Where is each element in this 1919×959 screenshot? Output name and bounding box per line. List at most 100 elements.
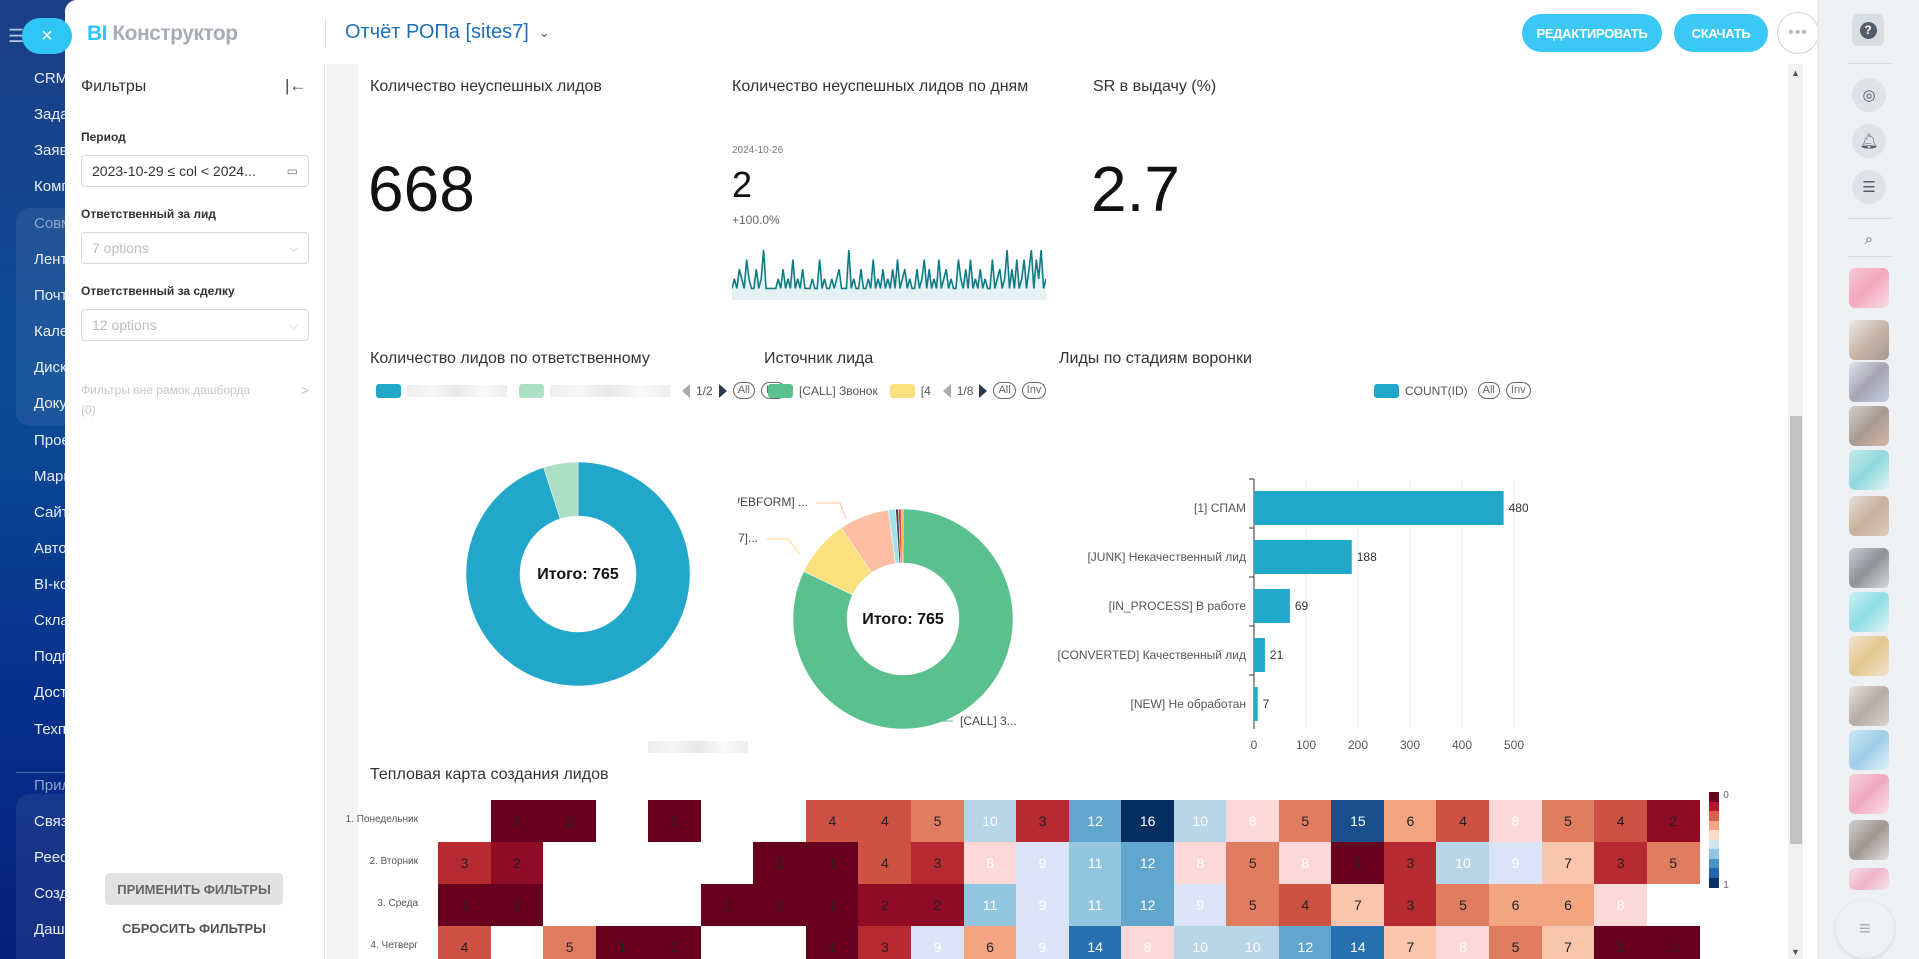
heatmap-cell[interactable]: 3 <box>1383 842 1437 885</box>
heatmap-cell[interactable]: 7 <box>1383 926 1437 959</box>
deal-owner-select[interactable]: 12 options ⌵ <box>81 309 309 341</box>
close-slider-button[interactable]: × <box>22 18 72 54</box>
heatmap-cell[interactable]: 2 <box>910 884 964 927</box>
bar[interactable] <box>1254 638 1265 672</box>
heatmap-cell[interactable]: 1 <box>805 926 859 959</box>
heatmap-cell[interactable]: 8 <box>1436 926 1490 959</box>
heatmap-cell[interactable]: 9 <box>1489 842 1543 885</box>
avatar[interactable] <box>1849 820 1889 860</box>
heatmap-cell[interactable]: 2 <box>858 884 912 927</box>
copilot-icon[interactable]: ◎ <box>1852 78 1886 112</box>
heatmap-cell[interactable]: 4 <box>1594 800 1648 843</box>
legend-swatch[interactable] <box>376 383 401 398</box>
vertical-scrollbar[interactable]: ▲ ▼ <box>1788 64 1803 959</box>
heatmap-cell[interactable]: 7 <box>1541 926 1595 959</box>
avatar[interactable] <box>1849 548 1889 588</box>
avatar[interactable] <box>1849 268 1889 308</box>
heatmap-cell[interactable]: 12 <box>1121 842 1175 885</box>
scroll-down-icon[interactable]: ▼ <box>1791 947 1800 957</box>
legend-all-button[interactable]: All <box>1477 382 1500 399</box>
heatmap-cell[interactable]: 3 <box>858 926 912 959</box>
heatmap-cell[interactable]: 1 <box>438 884 492 927</box>
legend-label[interactable]: [CALL] Звонок <box>799 383 878 398</box>
heatmap-cell[interactable] <box>1646 884 1700 927</box>
heatmap-cell[interactable]: 1 <box>1594 926 1648 959</box>
heatmap-cell[interactable] <box>595 884 649 927</box>
heatmap-cell[interactable] <box>543 884 597 927</box>
heatmap-cell[interactable]: 11 <box>1068 884 1122 927</box>
legend-swatch[interactable] <box>768 383 793 398</box>
legend-swatch[interactable] <box>889 383 915 398</box>
legend-inv-button[interactable]: Inv <box>1021 382 1047 399</box>
heatmap-cell[interactable]: 3 <box>1594 842 1648 885</box>
avatar[interactable] <box>1849 636 1889 676</box>
bar[interactable] <box>1254 491 1504 525</box>
legend-prev-icon[interactable] <box>682 383 690 398</box>
lead-owner-select[interactable]: 7 options ⌵ <box>81 232 309 264</box>
legend-inv-button[interactable]: Inv <box>1505 382 1531 399</box>
legend-prev-icon[interactable] <box>942 383 951 398</box>
heatmap-cell[interactable]: 1 <box>805 842 859 885</box>
heatmap-cell[interactable]: 8 <box>1594 884 1648 927</box>
period-input[interactable]: 2023-10-29 ≤ col < 2024... ▭ <box>81 155 309 187</box>
heatmap-cell[interactable] <box>595 800 649 843</box>
donut-slice[interactable] <box>792 508 1014 730</box>
heatmap-cell[interactable] <box>700 800 754 843</box>
scrollbar-thumb[interactable] <box>1790 416 1802 844</box>
heatmap-cell[interactable]: 10 <box>963 800 1017 843</box>
heatmap-cell[interactable]: 4 <box>438 926 492 959</box>
menu-icon[interactable]: ☰ <box>8 26 25 46</box>
legend-label-redacted[interactable] <box>550 384 670 397</box>
download-button[interactable]: СКАЧАТЬ <box>1674 14 1768 52</box>
heatmap-cell[interactable]: 8 <box>1121 926 1175 959</box>
avatar[interactable] <box>1849 496 1889 536</box>
heatmap-cell[interactable]: 9 <box>1173 884 1227 927</box>
heatmap-cell[interactable]: 5 <box>1278 800 1332 843</box>
nav-item[interactable]: CRM <box>34 70 69 87</box>
legend-label[interactable]: [4 <box>920 383 931 398</box>
heatmap-cell[interactable]: 5 <box>1226 842 1280 885</box>
avatar[interactable] <box>1849 320 1889 360</box>
more-options-button[interactable]: ••• <box>1777 12 1817 54</box>
heatmap-cell[interactable]: 1 <box>753 884 807 927</box>
heatmap-cell[interactable] <box>490 926 544 959</box>
bar[interactable] <box>1254 687 1258 721</box>
heatmap-cell[interactable]: 3 <box>910 842 964 885</box>
heatmap-cell[interactable] <box>595 842 649 885</box>
chat-icon[interactable]: ☰ <box>1852 170 1886 204</box>
avatar[interactable] <box>1849 406 1889 446</box>
heatmap-cell[interactable]: 12 <box>1068 800 1122 843</box>
heatmap-cell[interactable]: 8 <box>1278 842 1332 885</box>
heatmap-cell[interactable] <box>438 800 492 843</box>
nav-item[interactable]: Диск <box>34 359 67 376</box>
avatar[interactable] <box>1849 592 1889 632</box>
heatmap-cell[interactable]: 5 <box>1489 926 1543 959</box>
heatmap-cell[interactable]: 4 <box>858 800 912 843</box>
avatar[interactable] <box>1849 774 1889 814</box>
heatmap-cell[interactable]: 1 <box>490 884 544 927</box>
heatmap-cell[interactable]: 6 <box>1489 884 1543 927</box>
avatar[interactable] <box>1849 450 1889 490</box>
donut-slice[interactable] <box>900 508 904 564</box>
heatmap-cell[interactable]: 9 <box>1016 884 1070 927</box>
heatmap-cell[interactable]: 5 <box>543 926 597 959</box>
bar[interactable] <box>1254 589 1290 623</box>
bell-icon[interactable]: 🔔︎ <box>1852 124 1886 158</box>
help-button[interactable]: ? <box>1852 14 1884 46</box>
heatmap-cell[interactable]: 8 <box>1173 842 1227 885</box>
heatmap-cell[interactable]: 16 <box>1121 800 1175 843</box>
heatmap-cell[interactable]: 12 <box>1278 926 1332 959</box>
heatmap-cell[interactable]: 10 <box>1173 800 1227 843</box>
legend-next-icon[interactable] <box>718 383 727 398</box>
heatmap-cell[interactable]: 1 <box>753 842 807 885</box>
heatmap-cell[interactable] <box>700 926 754 959</box>
heatmap-cell[interactable]: 1 <box>805 884 859 927</box>
heatmap-cell[interactable]: 1 <box>648 926 702 959</box>
heatmap-cell[interactable]: 4 <box>858 842 912 885</box>
report-selector[interactable]: Отчёт РОПа [sites7] ⌄ <box>345 21 550 44</box>
heatmap-cell[interactable] <box>753 800 807 843</box>
heatmap-cell[interactable]: 11 <box>1068 842 1122 885</box>
heatmap-cell[interactable]: 9 <box>1016 926 1070 959</box>
heatmap-cell[interactable]: 2 <box>490 842 544 885</box>
bar[interactable] <box>1254 540 1352 574</box>
